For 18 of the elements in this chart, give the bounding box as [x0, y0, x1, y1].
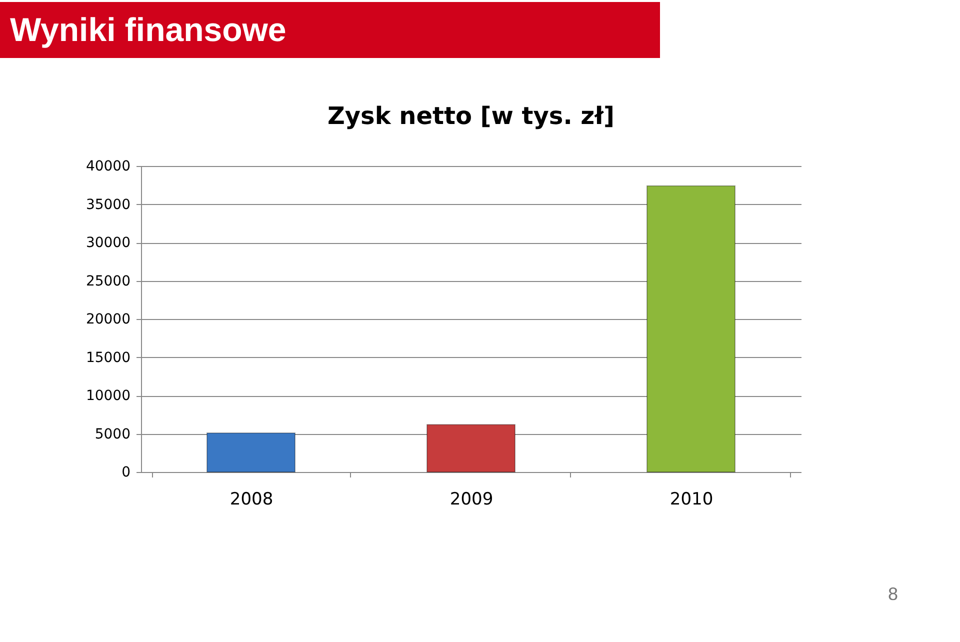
chart-subtitle: Zysk netto [w tys. zł] [327, 102, 615, 130]
y-tick-label: 35000 [86, 196, 130, 213]
bar [206, 432, 296, 472]
x-tick-label: 2008 [230, 490, 274, 510]
y-tick-label: 30000 [86, 235, 130, 251]
bar [426, 424, 516, 472]
y-tick-label: 10000 [86, 388, 130, 404]
y-tick-label: 25000 [86, 273, 130, 290]
y-tick-label: 15000 [86, 350, 130, 366]
x-tick-label: 2010 [670, 490, 714, 510]
y-tick-label: 0 [122, 464, 130, 480]
y-tick-label: 5000 [94, 426, 130, 442]
y-tick-label: 40000 [86, 158, 130, 174]
y-tick-label: 20000 [86, 312, 130, 328]
bar [646, 185, 736, 472]
chart-title: Wyniki finansowe [0, 2, 660, 58]
x-tick-label: 2009 [450, 490, 494, 510]
text: 8 [888, 584, 898, 605]
